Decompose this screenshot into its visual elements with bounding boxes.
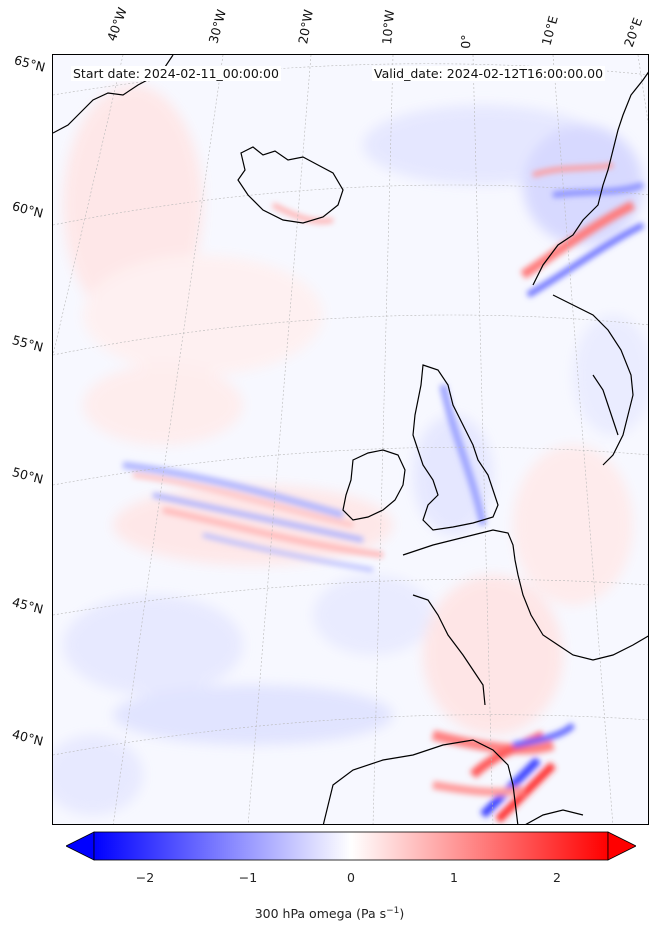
omega-field-shading bbox=[53, 85, 648, 815]
lon-label-10w: 10°W bbox=[379, 9, 398, 46]
norway-coast bbox=[532, 71, 648, 286]
lon-label-20e: 20°E bbox=[620, 15, 646, 49]
lat-label-50n: 50°N bbox=[10, 464, 45, 487]
colorbar-tick-minus1: −1 bbox=[238, 870, 258, 885]
colorbar-tick-0: 0 bbox=[347, 870, 355, 885]
denmark-coast bbox=[592, 374, 619, 436]
iberia-coast bbox=[322, 739, 519, 824]
lon-label-30w: 30°W bbox=[205, 7, 229, 46]
great-britain-coast bbox=[412, 364, 499, 531]
coastlines bbox=[53, 55, 648, 824]
colorbar-extend-min bbox=[66, 831, 95, 861]
colorbar-extend-max bbox=[607, 831, 636, 861]
colorbar-tick-2: 2 bbox=[553, 870, 561, 885]
lat-label-45n: 45°N bbox=[10, 594, 45, 617]
lon-label-10e: 10°E bbox=[538, 14, 561, 48]
sweden-coast bbox=[552, 294, 634, 466]
lat-label-60n: 60°N bbox=[10, 198, 45, 221]
lon-label-40w: 40°W bbox=[103, 5, 130, 44]
lon-label-20w: 20°W bbox=[295, 8, 316, 45]
omega-field-map bbox=[53, 55, 648, 824]
continental-coast bbox=[402, 529, 648, 661]
colorbar-tick-minus2: −2 bbox=[135, 870, 155, 885]
lat-label-40n: 40°N bbox=[10, 726, 45, 749]
colorbar-tick-1: 1 bbox=[450, 870, 458, 885]
colorbar bbox=[66, 831, 636, 861]
colorbar-body bbox=[93, 831, 609, 861]
colorbar-label: 300 hPa omega (Pa s−1) bbox=[254, 906, 405, 922]
lat-label-55n: 55°N bbox=[10, 332, 45, 355]
france-west-coast bbox=[412, 594, 486, 706]
lon-label-0: 0° bbox=[458, 34, 474, 49]
lat-label-65n: 65°N bbox=[12, 52, 47, 75]
start-date-label: Start date: 2024-02-11_00:00:00 bbox=[71, 66, 281, 81]
ireland-coast bbox=[342, 449, 406, 521]
graticule bbox=[53, 55, 648, 824]
iceland-coast bbox=[237, 146, 344, 224]
map-panel bbox=[52, 54, 649, 825]
north-africa-coast bbox=[525, 809, 584, 824]
valid-date-label: Valid_date: 2024-02-12T16:00:00.00 bbox=[372, 66, 606, 81]
